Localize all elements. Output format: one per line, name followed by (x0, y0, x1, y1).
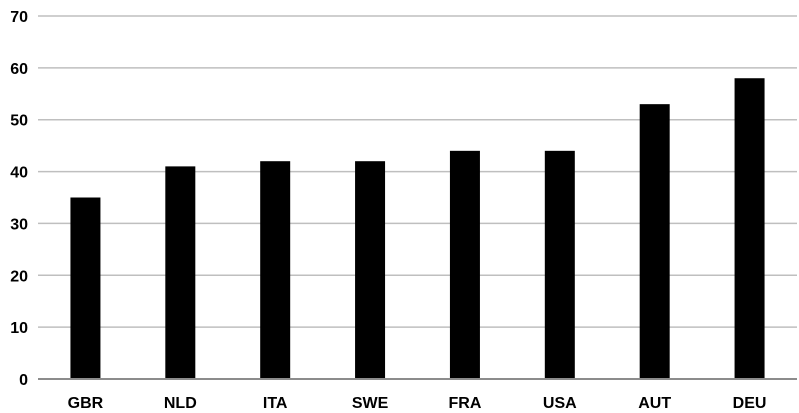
bar-nld (165, 166, 196, 379)
tick-labels: 0 10 20 30 40 50 60 70 GBR NLD ITA SWE FRA USA AUT DEU (10, 9, 766, 412)
y-tick-label: 60 (10, 61, 28, 78)
y-tick-label: 0 (19, 372, 28, 389)
x-tick-label-aut: AUT (638, 395, 671, 412)
bar-deu (734, 78, 765, 379)
bar-gbr (70, 197, 101, 379)
x-tick-label-fra: FRA (448, 395, 481, 412)
bar-usa (544, 150, 575, 379)
bar-ita (260, 161, 291, 379)
bars (70, 78, 765, 380)
x-tick-label-swe: SWE (352, 395, 389, 412)
y-tick-label: 30 (10, 216, 28, 233)
y-tick-label: 70 (10, 9, 28, 26)
y-tick-label: 10 (10, 320, 28, 337)
x-tick-label-usa: USA (543, 395, 577, 412)
y-tick-label: 50 (10, 113, 28, 130)
x-tick-label-nld: NLD (164, 395, 197, 412)
x-tick-label-deu: DEU (733, 395, 767, 412)
bar-aut (639, 104, 670, 380)
y-tick-label: 20 (10, 268, 28, 285)
gridlines (38, 15, 797, 328)
y-tick-label: 40 (10, 165, 28, 182)
x-tick-label-ita: ITA (263, 395, 288, 412)
bar-fra (449, 150, 480, 379)
x-tick-label-gbr: GBR (68, 395, 104, 412)
bar-swe (355, 161, 386, 379)
